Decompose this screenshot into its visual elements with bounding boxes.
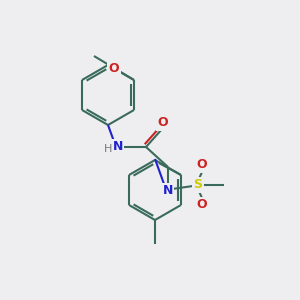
Text: N: N [163, 184, 173, 197]
Text: S: S [194, 178, 202, 191]
Text: H: H [104, 144, 112, 154]
Text: O: O [197, 199, 207, 212]
Text: O: O [197, 158, 207, 172]
Text: O: O [158, 116, 168, 130]
Text: N: N [113, 140, 123, 154]
Text: O: O [109, 61, 119, 74]
